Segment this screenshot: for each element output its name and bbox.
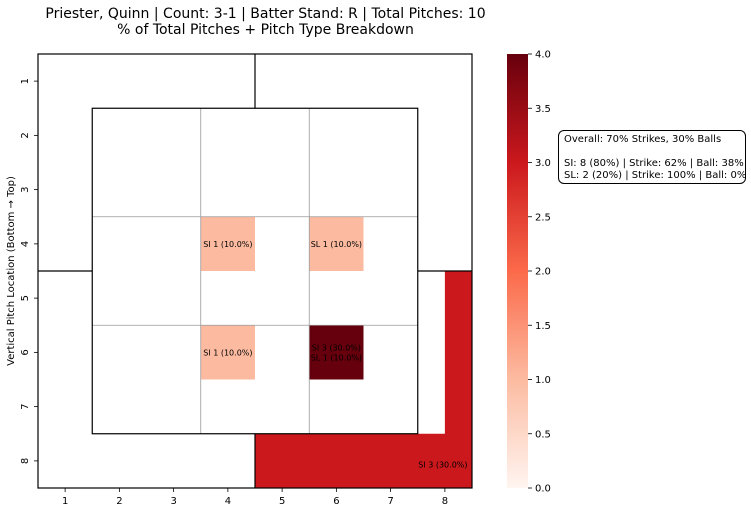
cell-label: SI 1 (10.0%): [203, 348, 252, 357]
y-tick-label: 1: [20, 78, 31, 84]
summary-sl: SL: 2 (20%) | Strike: 100% | Ball: 0%: [564, 170, 747, 181]
y-tick-label: 6: [20, 349, 31, 355]
summary-si: SI: 8 (80%) | Strike: 62% | Ball: 38%: [564, 158, 744, 169]
x-tick-label: 4: [225, 496, 231, 507]
x-tick-label: 6: [333, 496, 339, 507]
x-tick-label: 1: [62, 496, 68, 507]
cell-label: SI 3 (30.0%): [418, 461, 467, 470]
x-tick-label: 2: [116, 496, 122, 507]
y-tick-label: 4: [20, 241, 31, 247]
heat-cell: [309, 216, 364, 271]
cell-label: SI 1 (10.0%): [203, 240, 252, 249]
y-tick-label: 3: [20, 186, 31, 192]
colorbar-tick-label: 0.5: [535, 429, 551, 440]
heat-cell: [309, 325, 364, 380]
x-tick-label: 8: [442, 496, 448, 507]
chart-subtitle: % of Total Pitches + Pitch Type Breakdow…: [117, 22, 414, 38]
colorbar-tick-label: 2.0: [535, 267, 551, 278]
cell-label: SL 1 (10.0%): [311, 353, 362, 362]
colorbar-tick-label: 1.5: [535, 321, 551, 332]
colorbar-tick-label: 1.0: [535, 375, 551, 386]
y-axis-label: Vertical Pitch Location (Bottom → Top): [6, 176, 17, 366]
summary-annotation: Overall: 70% Strikes, 30% Balls SI: 8 (8…: [558, 130, 746, 184]
colorbar-tick-label: 0.0: [535, 484, 551, 495]
chart-title: Priester, Quinn | Count: 3-1 | Batter St…: [45, 6, 486, 22]
colorbar-tick-label: 3.5: [535, 104, 551, 115]
heat-cell: [200, 325, 255, 380]
cell-label: SL 1 (10.0%): [311, 240, 362, 249]
plot-frame: [37, 53, 473, 489]
colorbar: [507, 54, 528, 488]
y-tick-label: 7: [20, 403, 31, 409]
y-tick-label: 8: [20, 458, 31, 464]
heat-cell: [200, 216, 255, 271]
x-tick-label: 7: [387, 496, 393, 507]
cell-label: SI 3 (30.0%): [312, 343, 361, 352]
summary-overall: Overall: 70% Strikes, 30% Balls: [564, 134, 722, 145]
x-tick-label: 5: [279, 496, 285, 507]
colorbar-tick-label: 3.0: [535, 158, 551, 169]
colorbar-tick-label: 4.0: [535, 50, 551, 61]
colorbar-tick-label: 2.5: [535, 212, 551, 223]
x-tick-label: 3: [170, 496, 176, 507]
y-tick-label: 5: [20, 295, 31, 301]
y-tick-label: 2: [20, 132, 31, 138]
